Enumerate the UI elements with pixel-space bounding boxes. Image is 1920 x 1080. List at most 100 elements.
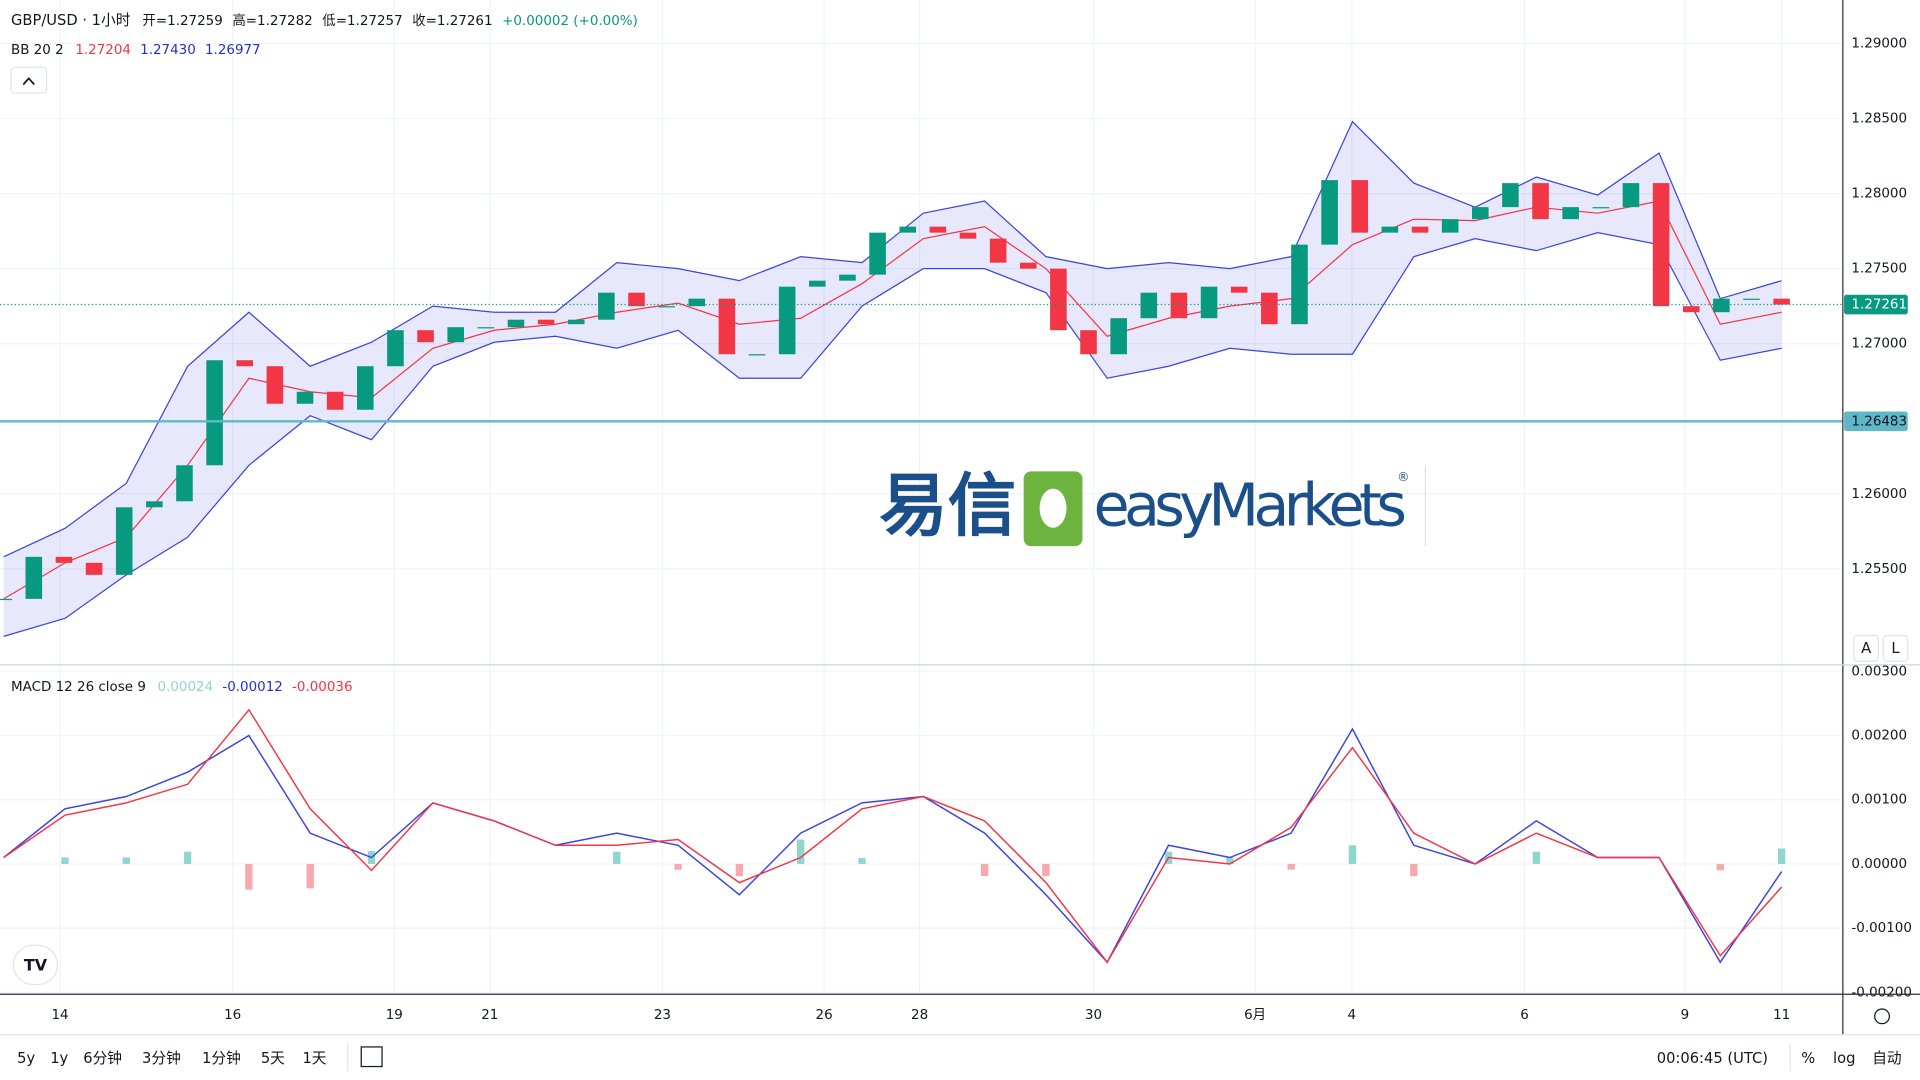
x-tick-label: 16 [224, 1008, 241, 1023]
macd-name: MACD 12 26 close 9 [11, 680, 146, 695]
log-scale-label: L [1891, 640, 1900, 657]
ohlc-change: +0.00002 (+0.00%) [502, 14, 638, 29]
range-button[interactable]: 1y [50, 1050, 68, 1067]
x-tick-label: 26 [816, 1008, 833, 1023]
candle [567, 319, 585, 325]
histogram-bar [306, 863, 314, 889]
candle [115, 507, 133, 575]
settings-icon[interactable] [1874, 1008, 1890, 1025]
histogram-bar [1716, 863, 1724, 871]
histogram-bar [1287, 863, 1295, 870]
percent-toggle[interactable]: % [1801, 1050, 1815, 1067]
ohlc-close: 收=1.27261 [412, 13, 492, 29]
x-tick-label: 4 [1348, 1008, 1357, 1023]
candle [176, 465, 193, 502]
candle [1261, 292, 1278, 325]
x-tick-label: 6月 [1244, 1008, 1266, 1023]
ohlc-open: 开=1.27259 [142, 14, 222, 29]
candle [1682, 306, 1700, 313]
ohlc-high: 高=1.27282 [232, 12, 312, 29]
candle [688, 298, 706, 307]
collapse-icon [22, 77, 35, 86]
candle [0, 598, 12, 601]
candle [296, 391, 314, 404]
y-tick-label: 1.27000 [1851, 337, 1907, 352]
auto-scale-label: A [1861, 640, 1871, 657]
histogram-bar [1348, 845, 1357, 864]
x-tick-label: 9 [1681, 1008, 1690, 1023]
candle [1050, 268, 1067, 331]
candle [1381, 226, 1399, 233]
range-button[interactable]: 5y [17, 1050, 35, 1067]
x-tick-label: 30 [1085, 1008, 1102, 1023]
bb-legend: BB 20 2 1.27204 1.27430 1.26977 [11, 43, 261, 58]
candle [357, 366, 374, 410]
macd-line [3, 727, 1783, 964]
last-price-badge [1844, 294, 1908, 315]
macd-hist: 0.00024 [158, 680, 214, 695]
candle [1321, 180, 1338, 245]
candle [55, 556, 73, 563]
histogram-bar [245, 863, 253, 890]
range-button[interactable]: 1分钟 [202, 1050, 241, 1067]
candle [1019, 262, 1037, 269]
histogram-bar [122, 857, 130, 864]
log-toggle[interactable]: log [1833, 1050, 1855, 1067]
level-badge [1844, 411, 1908, 432]
candle [25, 556, 43, 599]
histogram-bar [1410, 863, 1418, 877]
range-button[interactable]: 6分钟 [83, 1050, 122, 1067]
x-tick-label: 21 [481, 1008, 498, 1023]
macd-legend: MACD 12 26 close 9 0.00024 -0.00012 -0.0… [11, 680, 353, 695]
bb-lower: 1.26977 [205, 43, 261, 58]
tv-logo[interactable] [12, 944, 59, 986]
candle [929, 226, 947, 233]
candle [1110, 318, 1127, 355]
y-tick-label: 1.28000 [1851, 187, 1907, 202]
range-button[interactable]: 5天 [261, 1050, 285, 1067]
bb-lower-line [3, 232, 1782, 637]
x-tick-label: 6 [1520, 1008, 1529, 1023]
logo-icon-inner [1039, 488, 1067, 528]
histogram-bar [1226, 857, 1234, 864]
histogram-bar [858, 858, 866, 864]
candle [1773, 298, 1790, 305]
macd-signal: -0.00036 [292, 680, 353, 695]
y-tick-label: -0.00100 [1851, 921, 1912, 936]
candle [1713, 298, 1730, 313]
candle [236, 360, 254, 367]
watermark-logo: 易信 easyMarkets ® [879, 465, 1426, 547]
histogram-bar [735, 863, 744, 877]
log-scale-button[interactable] [1882, 634, 1909, 662]
histogram-bar [61, 857, 69, 864]
y-tick-label: 0.00200 [1851, 729, 1907, 744]
bb-basis: 1.27204 [75, 43, 131, 58]
auto-toggle[interactable]: 自动 [1872, 1050, 1901, 1067]
candle [809, 280, 826, 287]
candle [989, 238, 1007, 263]
candle [326, 391, 344, 410]
range-button[interactable]: 1天 [302, 1050, 326, 1067]
candle [1471, 207, 1489, 220]
collapse-button[interactable] [10, 66, 48, 94]
logo-registered: ® [1397, 470, 1409, 484]
tv-logo-mark: TV [24, 956, 48, 975]
candle [869, 232, 886, 275]
candle [507, 319, 525, 328]
histogram-bar [613, 851, 621, 864]
range-button[interactable]: 3分钟 [142, 1050, 181, 1067]
date-range-icon[interactable] [360, 1046, 383, 1068]
candle [1592, 207, 1610, 209]
candle [1140, 292, 1158, 319]
y-tick-label: 1.26000 [1851, 487, 1907, 502]
histogram-bar [1532, 851, 1541, 864]
candle [1200, 286, 1218, 319]
auto-scale-button[interactable] [1853, 634, 1879, 662]
candle [1170, 292, 1188, 319]
x-tick-label: 28 [911, 1008, 928, 1023]
clock[interactable]: 00:06:45 (UTC) [1657, 1050, 1768, 1067]
candle [1230, 286, 1248, 293]
